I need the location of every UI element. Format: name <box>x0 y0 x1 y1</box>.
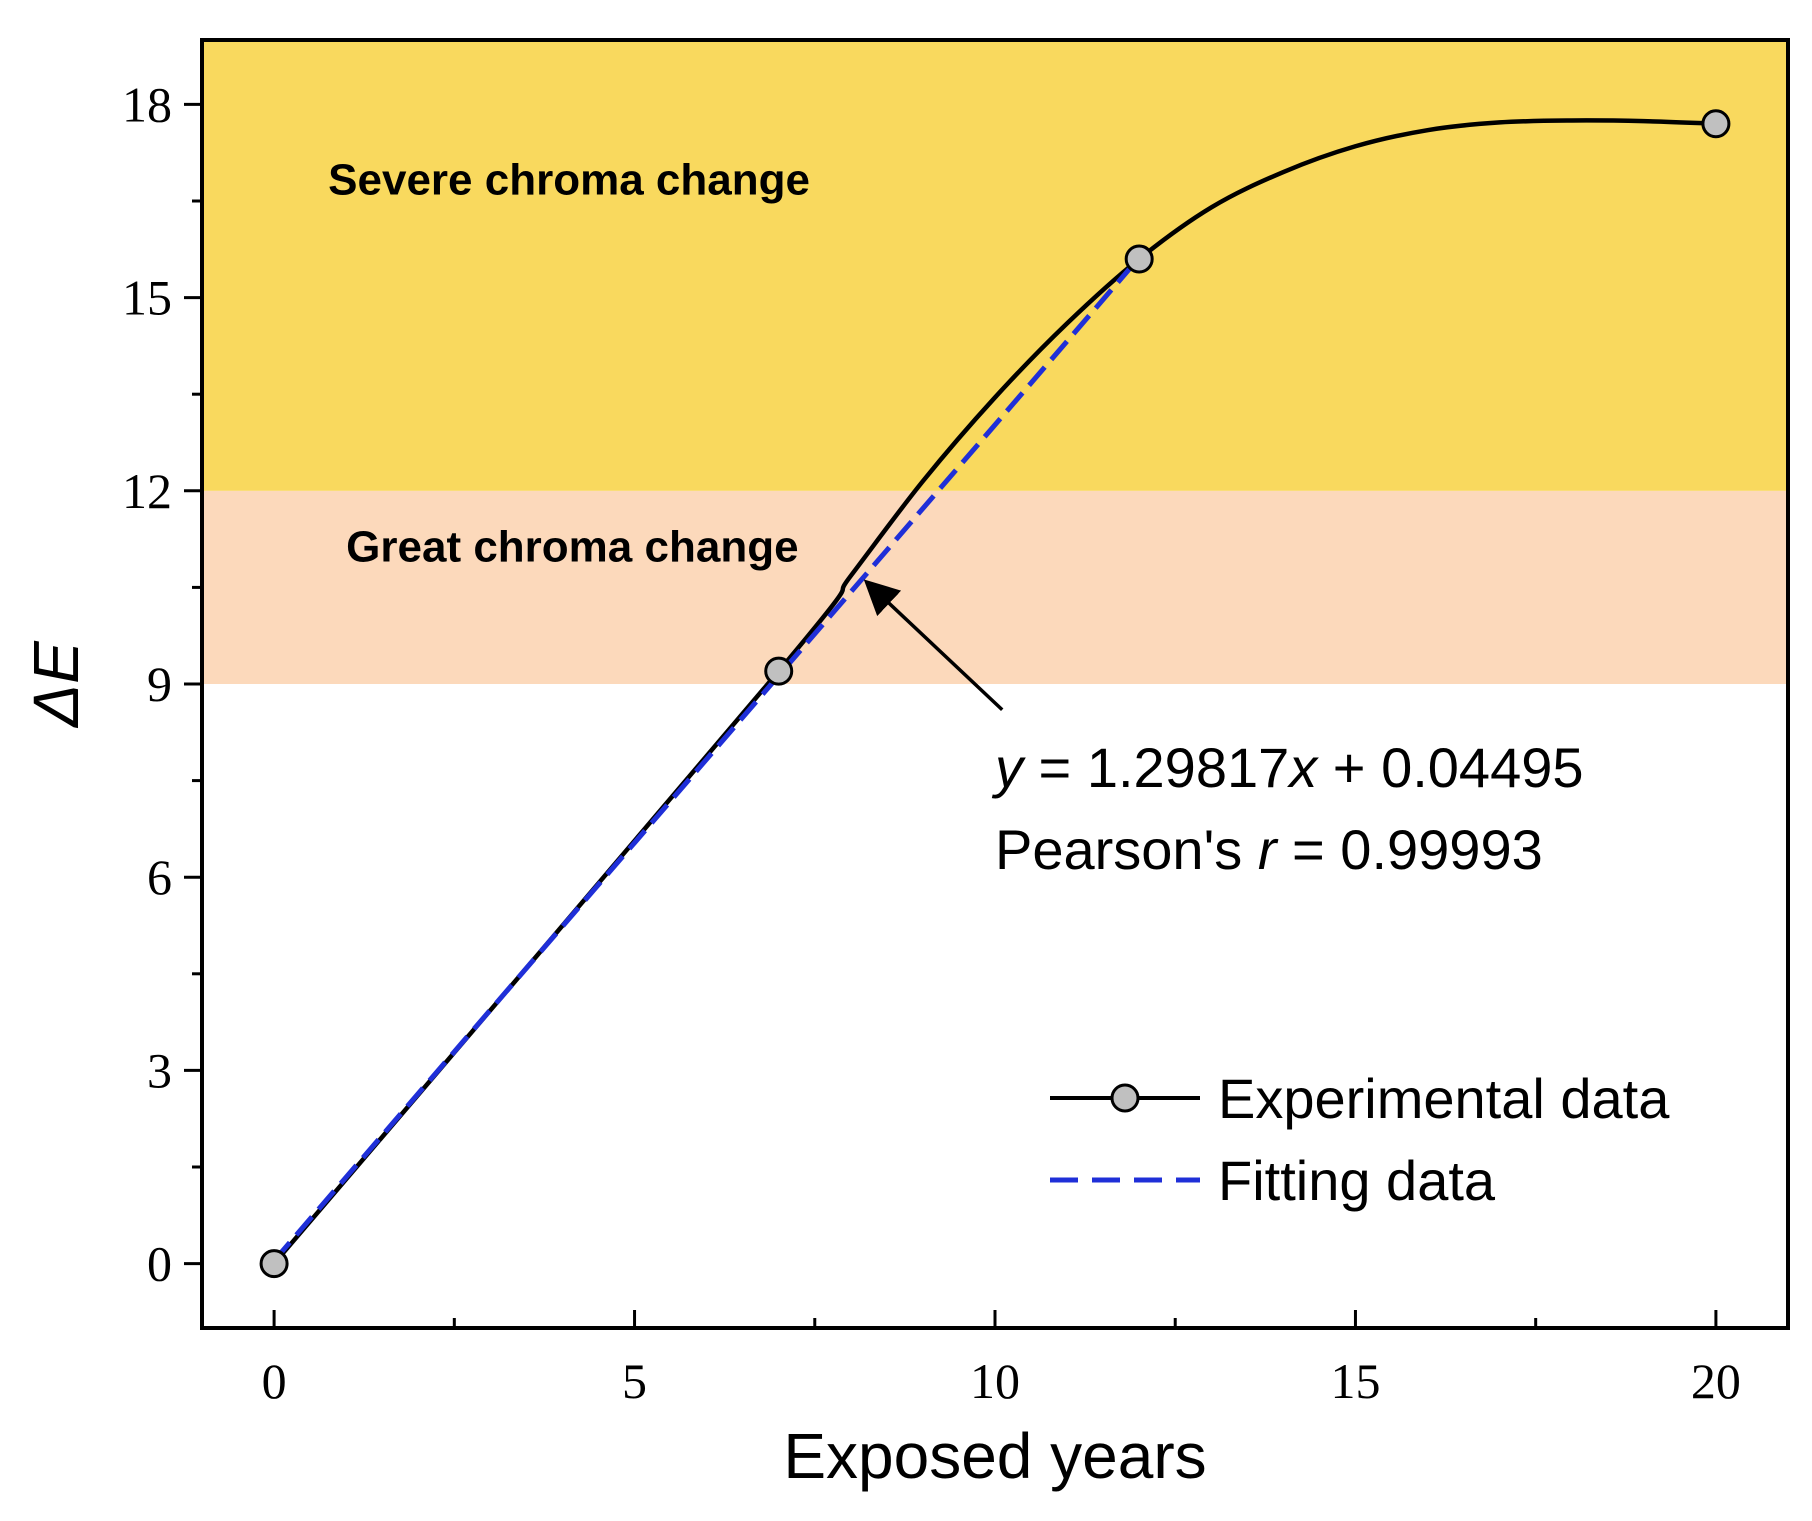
experimental-point <box>764 656 794 686</box>
pearson-prefix: Pearson's <box>995 818 1258 881</box>
x-tick-label: 0 <box>262 1353 287 1409</box>
legend: Experimental data Fitting data <box>1050 1067 1670 1212</box>
band-great-chroma-change <box>202 490 1788 684</box>
y-axis-title: ΔE <box>20 640 92 729</box>
x-axis-ticks: 0 5 10 15 20 <box>262 1310 1741 1409</box>
series-layer <box>259 109 1731 1279</box>
experimental-point <box>1701 109 1731 139</box>
experimental-point <box>259 1249 289 1279</box>
y-tick-label: 12 <box>122 463 172 519</box>
fit-equation: y = 1.29817x + 0.04495 <box>991 736 1584 799</box>
pearson-value: = 0.99993 <box>1276 818 1542 881</box>
legend-label-experimental: Experimental data <box>1218 1067 1670 1130</box>
pearson-r: Pearson's r = 0.99993 <box>995 818 1543 881</box>
x-tick-label: 15 <box>1330 1353 1380 1409</box>
equation-y-var: y <box>991 736 1026 799</box>
y-tick-label: 18 <box>122 76 172 132</box>
equation-slope: = 1.29817 <box>1023 736 1289 799</box>
fitting-line <box>272 256 1142 1263</box>
band-label-severe: Severe chroma change <box>328 156 810 205</box>
y-axis-ticks: 0 3 6 9 12 15 18 <box>122 76 202 1292</box>
equation-intercept: + 0.04495 <box>1317 736 1583 799</box>
y-tick-label: 0 <box>147 1236 172 1292</box>
y-tick-label: 9 <box>147 656 172 712</box>
y-tick-label: 15 <box>122 270 172 326</box>
pearson-r-var: r <box>1258 818 1279 881</box>
x-axis-title: Exposed years <box>783 1420 1206 1492</box>
band-label-great: Great chroma change <box>346 523 798 572</box>
experimental-point <box>1124 244 1154 274</box>
legend-label-fitting: Fitting data <box>1218 1149 1496 1212</box>
band-severe-chroma-change <box>202 40 1788 491</box>
annotation-arrow <box>863 579 1004 712</box>
equation-x-var: x <box>1286 736 1319 799</box>
x-tick-label: 10 <box>970 1353 1020 1409</box>
x-tick-label: 5 <box>622 1353 647 1409</box>
legend-marker-experimental <box>1110 1083 1140 1113</box>
background-bands <box>202 40 1788 684</box>
y-tick-label: 6 <box>147 849 172 905</box>
y-tick-label: 3 <box>147 1042 172 1098</box>
x-tick-label: 20 <box>1691 1353 1741 1409</box>
